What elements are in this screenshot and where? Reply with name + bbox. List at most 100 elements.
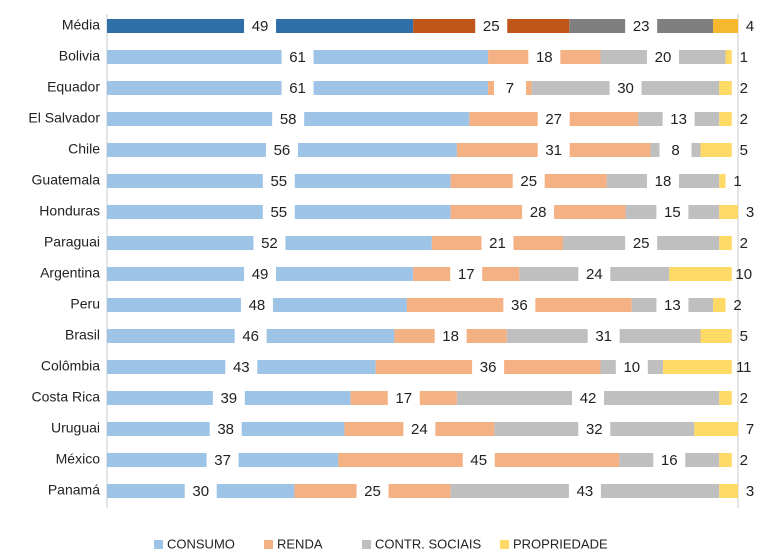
category-label: Uruguai bbox=[51, 420, 100, 436]
label-background bbox=[659, 140, 692, 160]
data-label: 23 bbox=[633, 18, 650, 35]
label-background bbox=[609, 78, 642, 98]
legend-label: CONSUMO bbox=[167, 536, 235, 551]
category-label: Equador bbox=[47, 79, 100, 95]
label-background bbox=[503, 295, 536, 315]
label-background bbox=[615, 357, 648, 377]
bar-segment bbox=[669, 267, 732, 281]
data-label: 13 bbox=[670, 111, 687, 128]
data-label: 4 bbox=[746, 18, 754, 35]
label-background bbox=[653, 450, 686, 470]
category-label: Chile bbox=[68, 141, 100, 157]
bar-segment bbox=[663, 360, 732, 374]
data-label: 36 bbox=[480, 359, 497, 376]
legend-swatch bbox=[264, 540, 273, 549]
label-background bbox=[462, 450, 495, 470]
bar-segment bbox=[719, 81, 732, 95]
label-background bbox=[472, 357, 505, 377]
data-label: 43 bbox=[233, 359, 250, 376]
data-label: 38 bbox=[217, 421, 234, 438]
data-label: 17 bbox=[395, 390, 412, 407]
data-label: 55 bbox=[270, 173, 287, 190]
data-label: 45 bbox=[470, 452, 487, 469]
data-label: 25 bbox=[520, 173, 537, 190]
data-label: 43 bbox=[577, 483, 594, 500]
data-label: 25 bbox=[483, 18, 500, 35]
bar-segment bbox=[700, 143, 732, 157]
data-label: 7 bbox=[746, 421, 754, 438]
label-background bbox=[212, 388, 245, 408]
label-background bbox=[656, 202, 689, 222]
label-background bbox=[265, 140, 298, 160]
category-label: Panamá bbox=[48, 482, 100, 498]
data-label: 1 bbox=[733, 173, 741, 190]
bar-segment bbox=[725, 50, 732, 64]
data-label: 3 bbox=[746, 204, 754, 221]
data-label: 49 bbox=[252, 18, 269, 35]
data-label: 2 bbox=[740, 390, 748, 407]
data-label: 5 bbox=[740, 142, 748, 159]
label-background bbox=[450, 264, 483, 284]
label-background bbox=[356, 481, 389, 501]
category-label: México bbox=[56, 451, 101, 467]
bar-segment bbox=[719, 484, 738, 498]
data-label: 21 bbox=[489, 235, 506, 252]
label-background bbox=[206, 450, 239, 470]
data-label: 25 bbox=[633, 235, 650, 252]
bar-segment bbox=[719, 236, 732, 250]
bar-segment bbox=[713, 298, 726, 312]
data-label: 25 bbox=[364, 483, 381, 500]
legend-swatch bbox=[154, 540, 163, 549]
data-label: 10 bbox=[623, 359, 640, 376]
data-label: 2 bbox=[740, 80, 748, 97]
data-label: 31 bbox=[545, 142, 562, 159]
category-label: Peru bbox=[70, 296, 100, 312]
label-background bbox=[272, 109, 305, 129]
data-label: 36 bbox=[511, 297, 528, 314]
label-background bbox=[662, 109, 695, 129]
label-background bbox=[537, 140, 570, 160]
data-label: 7 bbox=[506, 80, 514, 97]
bar-segment bbox=[719, 112, 732, 126]
label-background bbox=[262, 202, 295, 222]
label-background bbox=[647, 171, 680, 191]
label-background bbox=[512, 171, 545, 191]
data-label: 11 bbox=[736, 359, 752, 376]
category-label: El Salvador bbox=[28, 110, 100, 126]
label-background bbox=[572, 388, 605, 408]
label-background bbox=[244, 264, 277, 284]
data-label: 20 bbox=[655, 49, 672, 66]
label-background bbox=[403, 419, 436, 439]
bar-segment bbox=[719, 453, 732, 467]
label-background bbox=[209, 419, 242, 439]
data-label: 49 bbox=[252, 266, 269, 283]
data-label: 30 bbox=[192, 483, 209, 500]
legend-label: CONTR. SOCIAIS bbox=[375, 536, 482, 551]
data-label: 39 bbox=[220, 390, 237, 407]
data-label: 2 bbox=[740, 235, 748, 252]
data-label: 5 bbox=[740, 328, 748, 345]
label-background bbox=[240, 295, 273, 315]
data-label: 61 bbox=[289, 80, 306, 97]
category-label: Brasil bbox=[65, 327, 100, 343]
data-label: 18 bbox=[655, 173, 672, 190]
label-background bbox=[244, 16, 277, 36]
label-background bbox=[281, 47, 314, 67]
label-background bbox=[262, 171, 295, 191]
data-label: 2 bbox=[740, 111, 748, 128]
label-background bbox=[493, 78, 526, 98]
label-background bbox=[281, 78, 314, 98]
category-label: Argentina bbox=[40, 265, 100, 281]
category-label: Colômbia bbox=[41, 358, 100, 374]
label-background bbox=[481, 233, 514, 253]
category-label: Guatemala bbox=[32, 172, 101, 188]
data-label: 17 bbox=[458, 266, 475, 283]
bar-segment bbox=[719, 205, 738, 219]
data-label: 31 bbox=[595, 328, 612, 345]
data-label: 30 bbox=[617, 80, 634, 97]
legend-swatch bbox=[362, 540, 371, 549]
label-background bbox=[234, 326, 267, 346]
data-label: 16 bbox=[661, 452, 678, 469]
data-label: 13 bbox=[664, 297, 681, 314]
